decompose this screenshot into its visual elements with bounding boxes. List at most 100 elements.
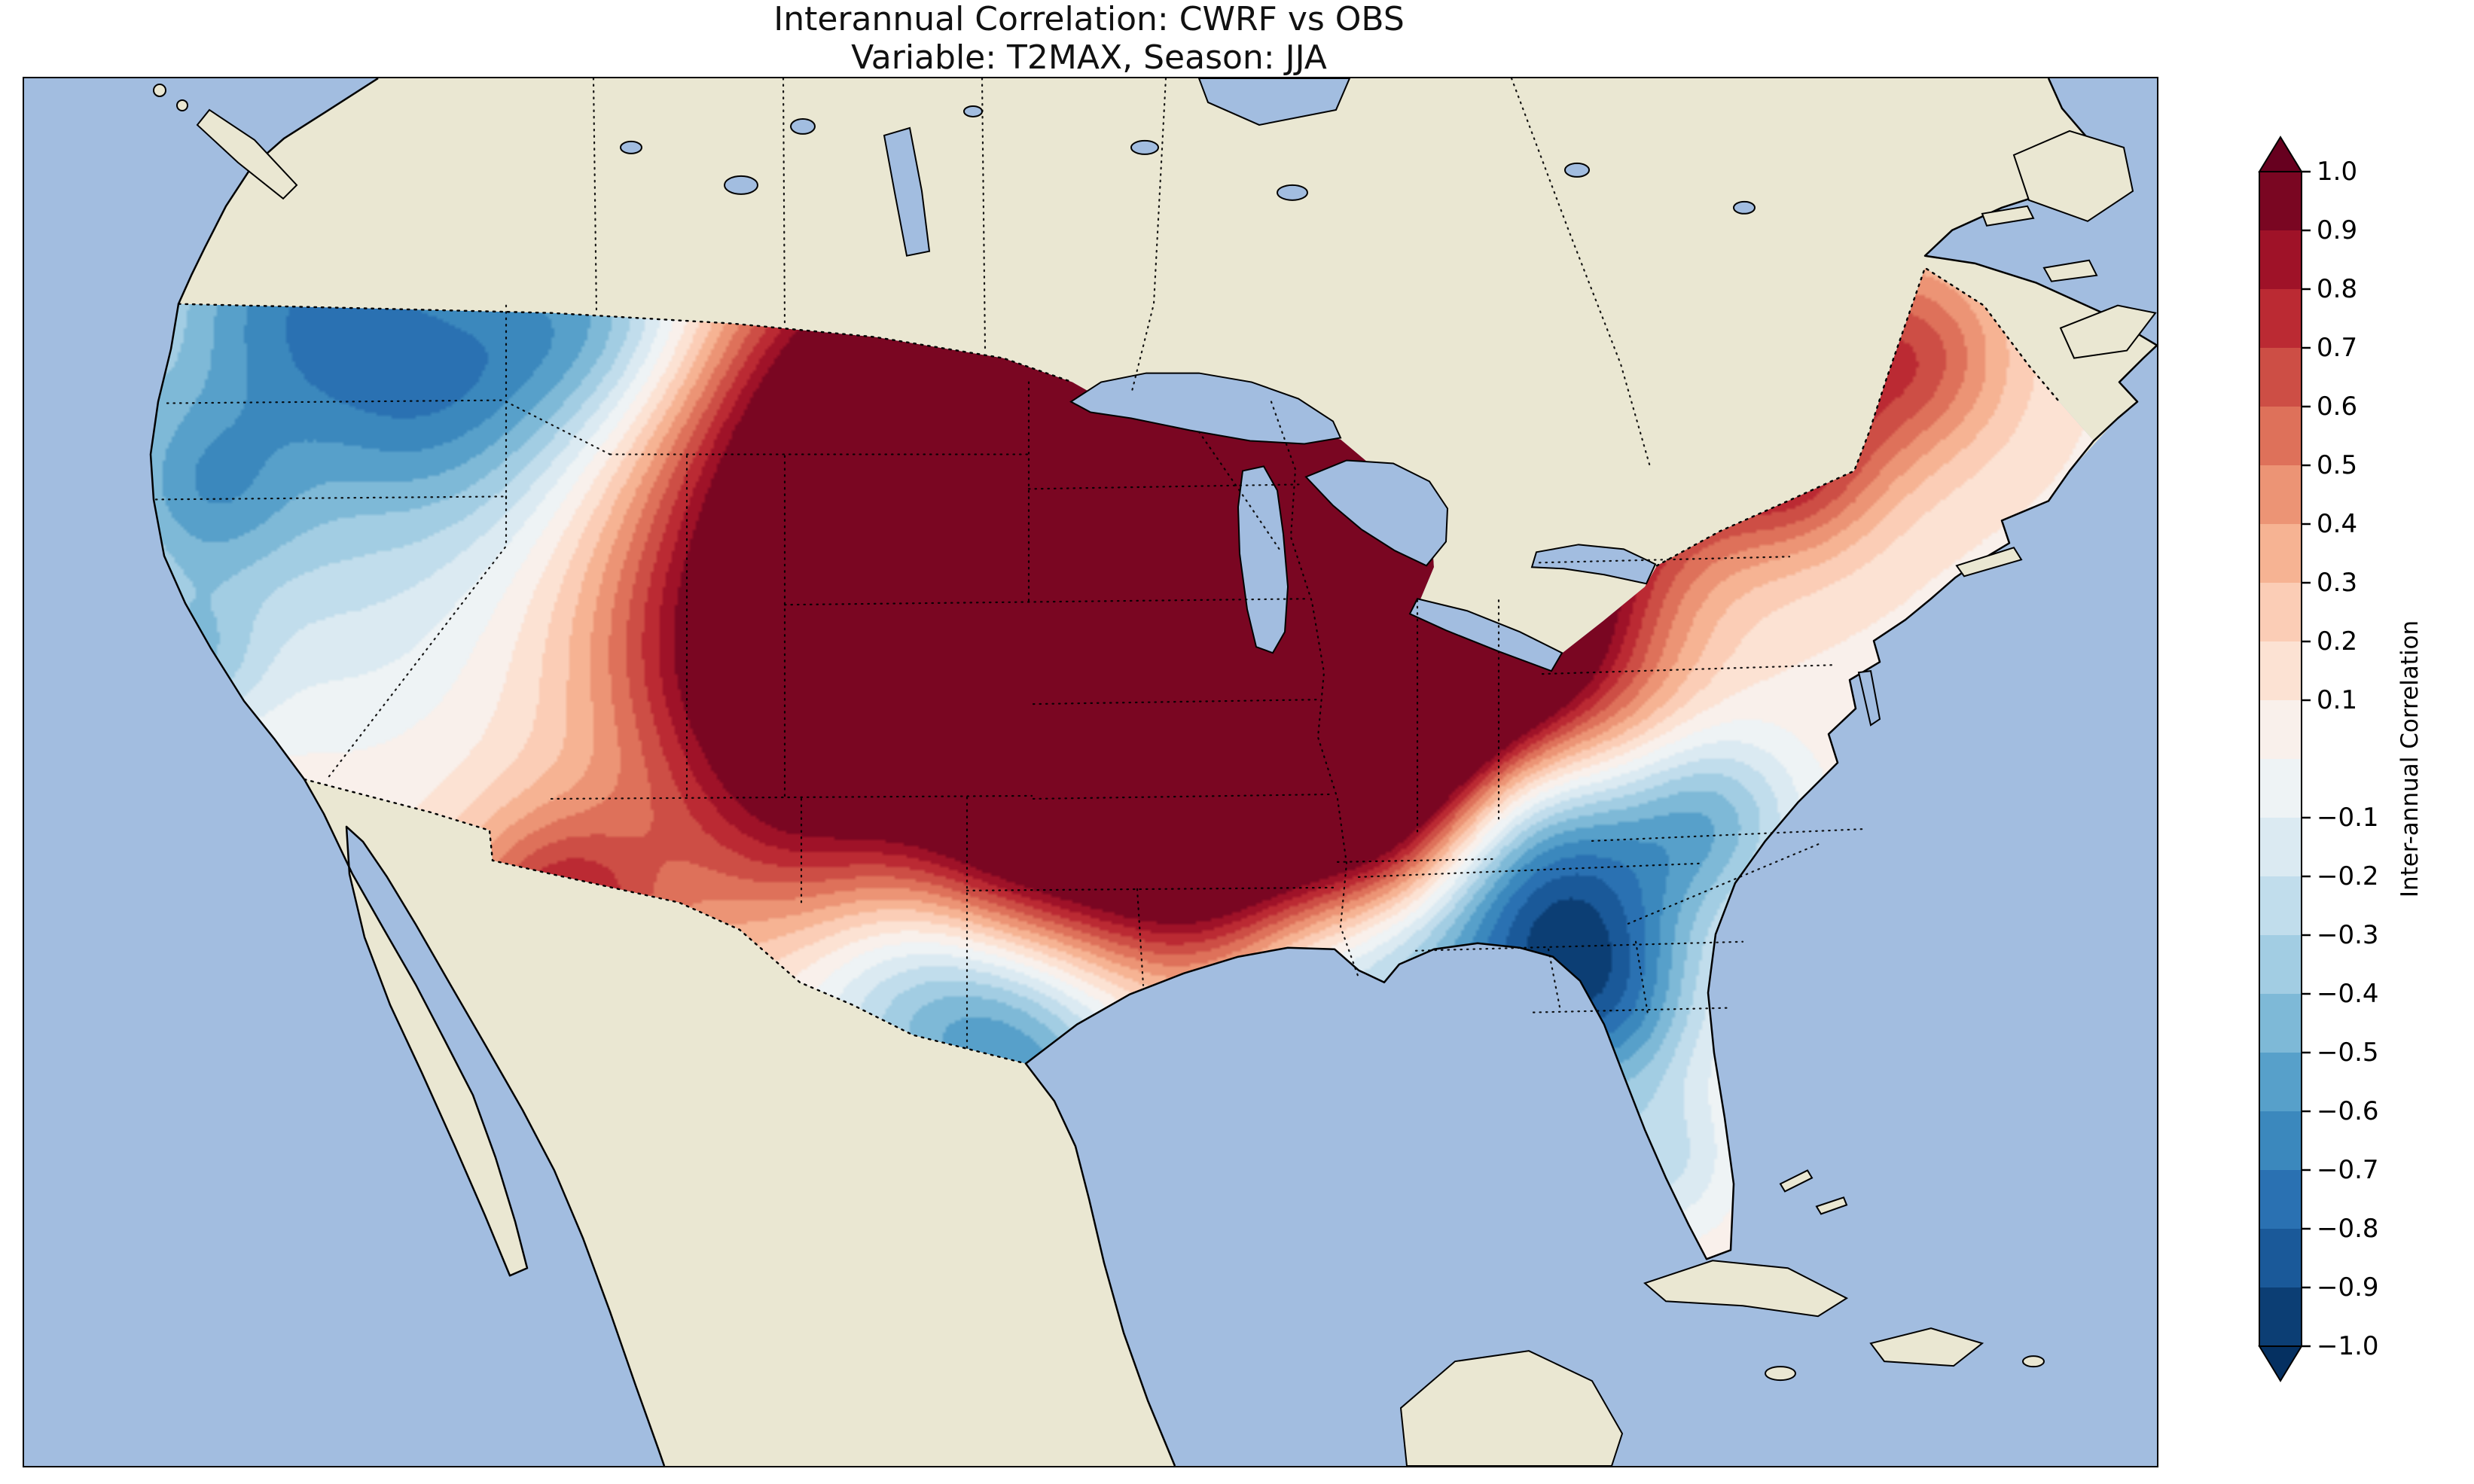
colorbar-band (2259, 759, 2302, 818)
state-border (1532, 1007, 1729, 1013)
small-island (176, 99, 188, 111)
puerto-rico (2022, 1355, 2045, 1368)
province-border (1130, 78, 1167, 395)
small-lake (1277, 184, 1308, 201)
state-border (1541, 664, 1836, 675)
lake-superior (1069, 372, 1342, 445)
colorbar-tick-label: −1.0 (2317, 1331, 2379, 1361)
state-border (505, 401, 612, 456)
colorbar-band (2259, 583, 2302, 642)
province-border (592, 78, 598, 314)
state-border (1547, 948, 1562, 1012)
chesapeake-bay (1857, 670, 1881, 727)
colorbar-band (2259, 465, 2302, 525)
lake-michigan (1237, 465, 1289, 654)
state-border (1591, 827, 1868, 842)
colorbar-tick-label: −0.6 (2317, 1096, 2379, 1126)
colorbar-band (2259, 935, 2302, 995)
bahamas (1779, 1169, 1814, 1193)
yucatan-peninsula (1399, 1350, 1624, 1466)
state-border (1336, 858, 1499, 863)
small-lake (620, 140, 642, 154)
colorbar-band (2259, 348, 2302, 407)
province-border (981, 78, 987, 350)
basemap-svg (24, 78, 2157, 1466)
anticosti-island (1981, 205, 2035, 227)
colorbar-tick-label: 0.3 (2317, 568, 2357, 598)
colorbar-tick-label: 0.2 (2317, 626, 2357, 657)
lake-erie (1408, 598, 1563, 672)
state-border (1357, 862, 1701, 878)
colorbar-band (2259, 1287, 2302, 1347)
prince-edward-island (2042, 259, 2098, 282)
state-border (325, 495, 508, 781)
colorbar-tick-label: 0.6 (2317, 392, 2357, 422)
lake-winnipeg (883, 126, 931, 257)
small-lake (1564, 162, 1590, 178)
state-border (166, 399, 506, 404)
hudson-bay (1197, 78, 1351, 126)
colorbar-band (2259, 407, 2302, 466)
state-border (1027, 483, 1301, 490)
state-border (1136, 888, 1145, 986)
colorbar-tick-label: −0.5 (2317, 1038, 2379, 1068)
colorbar-tick-label: 0.5 (2317, 450, 2357, 480)
colorbar-band (2259, 1053, 2302, 1112)
colorbar-tick-label: 0.9 (2317, 215, 2357, 245)
state-border (154, 495, 508, 501)
colorbar-extend-min-triangle (2258, 1345, 2303, 1382)
coastline (149, 78, 2157, 1466)
colorbar-tick-label: 0.4 (2317, 509, 2357, 539)
us-canada-border-east (1655, 266, 2062, 567)
jamaica (1765, 1366, 1796, 1382)
colorbar-band (2259, 289, 2302, 349)
title-line-1: Interannual Correlation: CWRF vs OBS (773, 0, 1405, 38)
colorbar-tick-label: −0.8 (2317, 1214, 2379, 1244)
state-border (1634, 940, 1649, 1015)
title-line-2: Variable: T2MAX, Season: JJA (851, 38, 1327, 78)
colorbar-tick-label: −0.7 (2317, 1155, 2379, 1185)
colorbar-ticks: 1.0 0.9 0.8 0.7 0.6 0.5 0.4 0.3 0.2 0.1 −0.1 −0.2 −0… (2302, 157, 2379, 1361)
small-lake (790, 117, 816, 135)
state-borders (154, 304, 1868, 1051)
colorbar-band (2259, 1170, 2302, 1230)
colorbar-band (2259, 1229, 2302, 1288)
canadian-lakes (620, 78, 1881, 727)
colorbar-band (2259, 700, 2302, 760)
colorbar-band (2259, 641, 2302, 701)
newfoundland (2012, 130, 2134, 222)
country-borders (177, 266, 2062, 1065)
colorbar-band (2259, 994, 2302, 1053)
colorbar-band (2259, 172, 2302, 231)
colorbar-tick-label: 1.0 (2317, 157, 2357, 187)
long-island (1955, 547, 2023, 577)
colorbar-tick-label: −0.9 (2317, 1272, 2379, 1303)
state-border (783, 598, 1310, 606)
colorbar-tick-label: −0.4 (2317, 979, 2379, 1009)
vancouver-island (196, 108, 298, 200)
lake-ontario (1530, 544, 1657, 585)
colorbar-tick-label: −0.3 (2317, 920, 2379, 950)
colorbar-band (2259, 230, 2302, 290)
province-borders (592, 78, 1652, 471)
cuba (1643, 1260, 1849, 1318)
small-lake (724, 175, 758, 195)
state-border (1032, 699, 1322, 705)
colorbar-tick-label: 0.7 (2317, 333, 2357, 363)
nova-scotia (2059, 304, 2157, 359)
colorbar-bands (2259, 172, 2302, 1347)
small-lake (963, 105, 983, 117)
colorbar: 1.0 0.9 0.8 0.7 0.6 0.5 0.4 0.3 0.2 0.1 −0.1 −0.2 −0… (2258, 136, 2424, 1382)
great-lakes (1069, 372, 1657, 672)
colorbar-band (2259, 876, 2302, 936)
islands (153, 83, 2157, 1466)
colorbar-axis-label: Inter-annual Correlation (2396, 620, 2424, 897)
state-border (966, 886, 1338, 891)
lake-huron (1304, 459, 1449, 567)
state-border (1270, 401, 1360, 979)
small-island (153, 83, 166, 97)
colorbar-extend-max-triangle (2258, 136, 2303, 172)
state-border (1197, 431, 1282, 552)
colorbar-band (2259, 818, 2302, 877)
